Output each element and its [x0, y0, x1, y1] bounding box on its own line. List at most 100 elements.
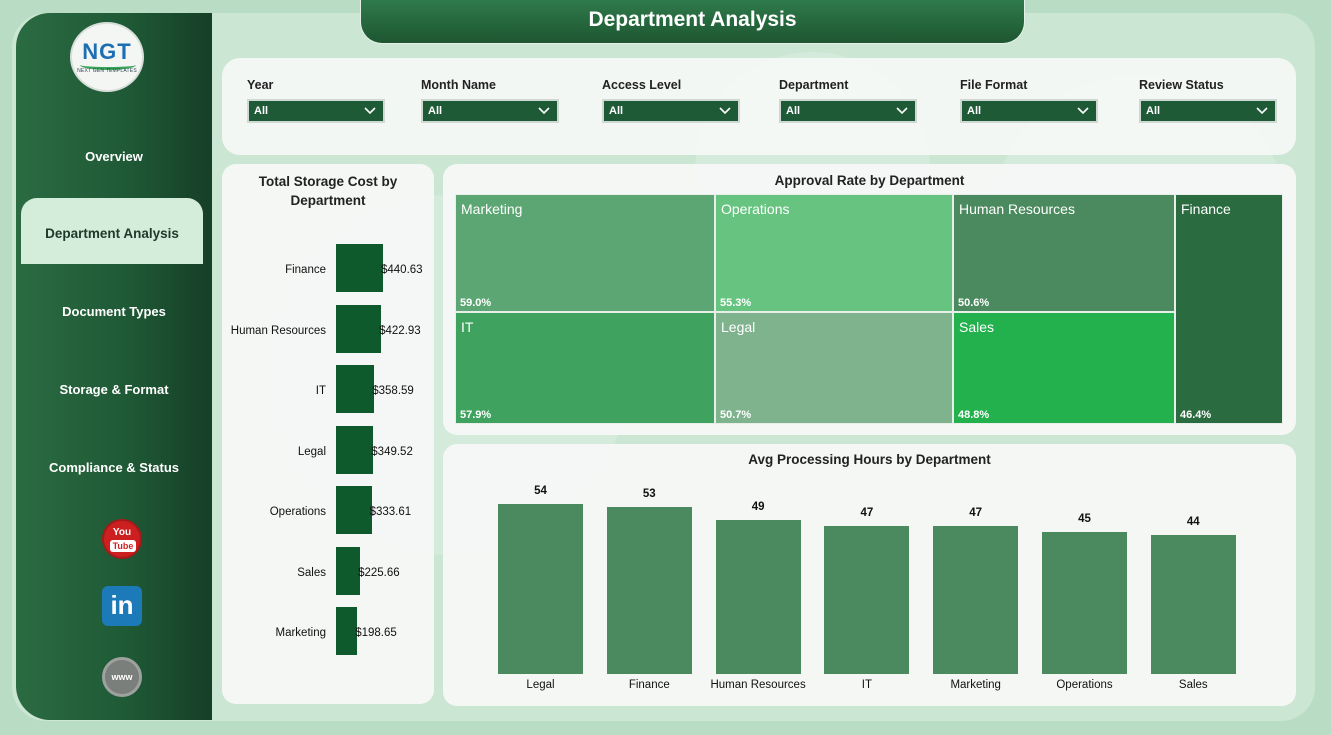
data-label: 50.6%: [958, 297, 990, 309]
data-label: 47: [969, 507, 983, 520]
dropdown-value: All: [786, 105, 801, 117]
category-label: Finance: [628, 679, 670, 691]
bar: [1150, 535, 1236, 674]
treemap-tile: Marketing 59.0%: [455, 194, 715, 312]
data-label: 53: [642, 488, 656, 501]
bar-label: Human Resources: [230, 324, 326, 337]
data-label: $333.61: [369, 506, 412, 518]
data-label: $358.59: [372, 385, 414, 397]
category-label: Sales: [1178, 679, 1208, 691]
data-label: 49: [751, 500, 765, 513]
bar-label: Sales: [297, 566, 326, 579]
chart-title: Avg Processing Hours by Department: [748, 452, 991, 467]
data-label: $349.52: [371, 445, 413, 458]
bar: [824, 526, 910, 674]
bar: [715, 519, 801, 674]
bar-label: Marketing: [275, 627, 327, 639]
page-title: Department Analysis: [588, 8, 797, 31]
tile-label: Finance: [1181, 201, 1231, 217]
data-label: 57.9%: [460, 409, 492, 421]
category-label: Human Resources: [710, 679, 806, 691]
category-label: Marketing: [950, 679, 1001, 691]
data-label: 59.0%: [460, 297, 492, 309]
dropdown-value: All: [967, 105, 982, 117]
data-label: 54: [534, 485, 547, 497]
data-label: $440.63: [381, 264, 423, 276]
chevron-down-icon: [538, 107, 550, 115]
bar: [336, 244, 383, 292]
dropdown-value: All: [1146, 105, 1161, 117]
linkedin-icon[interactable]: in: [102, 586, 142, 626]
treemap-tile: Sales 48.8%: [953, 312, 1175, 424]
treemap-tile: Finance 46.4%: [1175, 194, 1283, 424]
processing-hours-card: Avg Processing Hours by Department 54 Leg…: [443, 444, 1296, 706]
category-label: Legal: [526, 679, 555, 691]
logo-swoosh: [80, 60, 136, 70]
chart-title: Total Storage Cost by Department: [258, 174, 398, 208]
youtube-icon[interactable]: You Tube: [102, 519, 142, 559]
filter-label: Review Status: [1139, 78, 1224, 92]
bar: [336, 365, 375, 413]
bar: [336, 304, 382, 353]
bar: [606, 507, 692, 674]
data-label: $422.93: [379, 324, 421, 337]
bar: [336, 546, 361, 595]
bar-label: IT: [315, 385, 326, 397]
tile-label: Operations: [721, 201, 790, 217]
sidebar-item-label: Department Analysis: [45, 226, 179, 241]
bar: [336, 607, 358, 655]
bar-label: Finance: [285, 264, 326, 276]
review-status-dropdown[interactable]: All: [1139, 99, 1277, 123]
bar: [498, 504, 583, 674]
filter-label: Department: [779, 78, 849, 92]
logo-subtext: NEXT GEN TEMPLATES: [77, 68, 137, 74]
treemap-tile: Legal 50.7%: [715, 312, 953, 424]
title-bar: Department Analysis: [360, 0, 1025, 44]
website-icon[interactable]: www: [102, 657, 142, 697]
tile-label: Human Resources: [959, 201, 1075, 217]
bar: [336, 425, 374, 474]
youtube-label: Tube: [110, 540, 136, 552]
department-dropdown[interactable]: All: [779, 99, 917, 123]
treemap-tile: Human Resources 50.6%: [953, 194, 1175, 312]
month-name-dropdown[interactable]: All: [421, 99, 559, 123]
filter-label: Year: [247, 78, 274, 92]
year-dropdown[interactable]: All: [247, 99, 385, 123]
filter-label: Month Name: [421, 78, 496, 92]
access-level-dropdown[interactable]: All: [602, 99, 740, 123]
dropdown-value: All: [609, 105, 624, 117]
filter-file-format: File Format All: [960, 78, 1100, 123]
website-label: www: [111, 672, 133, 682]
bar: [933, 526, 1019, 674]
filter-review-status: Review Status All: [1139, 78, 1279, 123]
filter-department: Department All: [779, 78, 919, 123]
tile-label: Sales: [959, 319, 995, 335]
data-label: 45: [1078, 513, 1091, 526]
data-label: $225.66: [358, 566, 400, 579]
tile-label: IT: [461, 319, 474, 335]
bar-label: Legal: [297, 445, 326, 458]
dropdown-value: All: [428, 105, 443, 117]
data-label: $198.65: [355, 627, 397, 639]
chevron-down-icon: [896, 107, 908, 115]
filter-month-name: Month Name All: [421, 78, 561, 123]
sidebar-item-storage-format[interactable]: Storage & Format: [59, 382, 169, 397]
data-label: 55.3%: [720, 297, 752, 309]
sidebar-item-compliance-status[interactable]: Compliance & Status: [48, 460, 180, 475]
data-label: 44: [1186, 516, 1200, 529]
chart-title: Approval Rate by Department: [774, 173, 965, 188]
filter-access-level: Access Level All: [602, 78, 742, 123]
dropdown-value: All: [254, 105, 269, 117]
company-logo[interactable]: NGT NEXT GEN TEMPLATES: [70, 22, 144, 92]
tile-label: Marketing: [461, 201, 523, 217]
data-label: 48.8%: [958, 409, 990, 421]
filter-label: File Format: [960, 78, 1028, 92]
file-format-dropdown[interactable]: All: [960, 99, 1098, 123]
sidebar-item-department-analysis[interactable]: [21, 198, 203, 264]
sidebar-item-document-types[interactable]: Document Types: [62, 304, 166, 319]
sidebar-item-overview[interactable]: Overview: [85, 149, 143, 164]
chevron-down-icon: [1256, 107, 1268, 115]
treemap-tile: IT 57.9%: [455, 312, 715, 424]
bar-label: Operations: [269, 506, 326, 518]
approval-rate-card: Approval Rate by Department Marketing 59.…: [443, 164, 1296, 435]
